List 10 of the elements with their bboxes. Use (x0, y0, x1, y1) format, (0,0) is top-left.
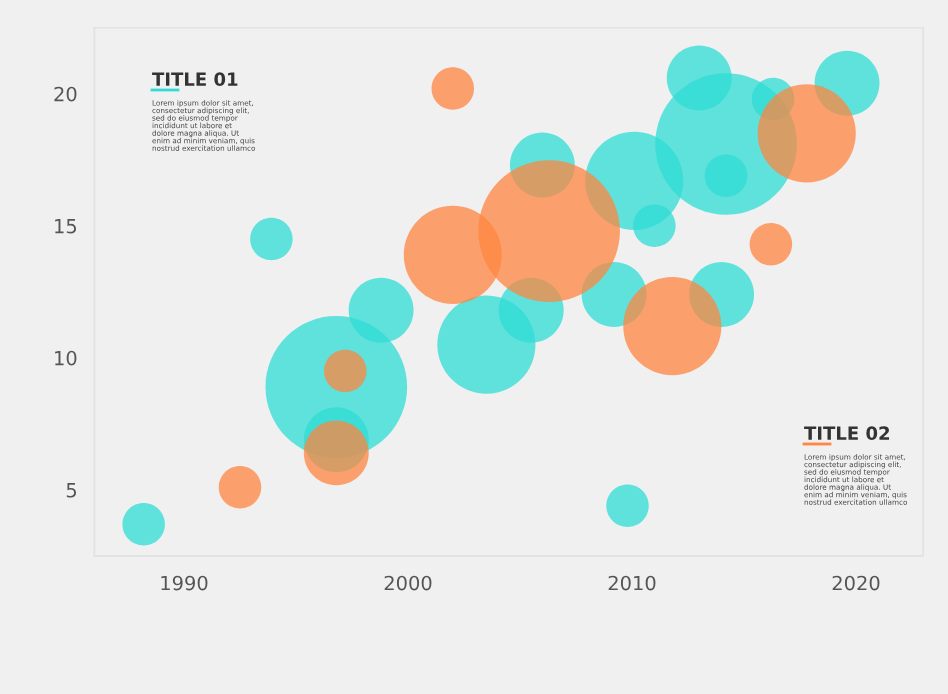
x-tick-label: 2010 (608, 575, 656, 591)
annotation: TITLE 01 (152, 72, 238, 86)
x-tick-label: 2020 (832, 575, 880, 591)
y-tick-label: 10 (55, 350, 77, 366)
y-tick-label: 20 (54, 86, 77, 102)
y-tick-label: 15 (55, 219, 77, 234)
x-tick-label: 2000 (384, 575, 432, 591)
y-tick-label: 5 (66, 483, 77, 498)
annotation: TITLE 02 (804, 426, 890, 440)
x-tick-label: 1990 (161, 575, 208, 591)
